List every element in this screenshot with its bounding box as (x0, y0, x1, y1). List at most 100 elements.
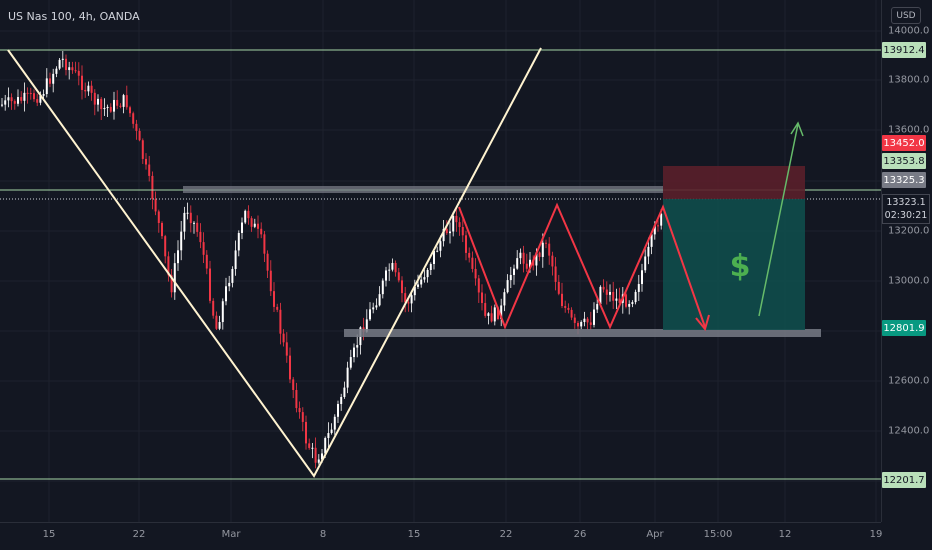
candle-body (157, 211, 160, 223)
candle-body (42, 94, 45, 96)
candle-body (151, 175, 154, 199)
bullish-arrow[interactable] (758, 123, 799, 317)
candle-body (100, 98, 103, 110)
candle-body (205, 254, 208, 269)
candle-body (173, 263, 176, 293)
candle-body (612, 291, 615, 301)
candle-body (141, 140, 144, 159)
price-scale[interactable] (881, 0, 932, 522)
zigzag-pattern-line[interactable] (458, 202, 706, 330)
candle-body (68, 67, 71, 71)
candle-body (52, 73, 55, 84)
candle-body (628, 304, 631, 307)
entry-price-label: 13353.8 (882, 153, 926, 169)
candle-body (356, 345, 359, 348)
candle-body (119, 105, 122, 107)
v-pattern-line[interactable] (7, 47, 542, 478)
support-zone[interactable] (344, 329, 821, 337)
stop-price-label: 13452.0 (882, 135, 926, 151)
candle-body (641, 270, 643, 285)
candle-body (84, 89, 87, 92)
price-tick: 13600.0 (888, 124, 930, 136)
candle-body (433, 250, 435, 264)
candle-body (276, 306, 279, 310)
candle-body (209, 268, 211, 301)
candle-body (225, 286, 227, 302)
last-price-label: 13323.1 02:30:21 (882, 194, 930, 224)
candle-body (292, 379, 295, 390)
candle-body (423, 277, 426, 280)
candle-body (634, 291, 637, 303)
candle-body (314, 447, 317, 463)
candle-body (439, 241, 442, 251)
symbol-title[interactable]: US Nas 100, 4h, OANDA (8, 10, 140, 23)
candle-body (445, 228, 448, 234)
candle-body (218, 322, 221, 329)
candle-body (525, 263, 528, 269)
candle-body (343, 387, 346, 397)
candle-body (77, 70, 80, 76)
candle-body (487, 313, 490, 316)
candle-body (497, 307, 499, 319)
upper-line-price-label: 13912.4 (882, 42, 926, 58)
candle-body (625, 294, 627, 307)
candle-body (212, 300, 215, 316)
candle-body (39, 95, 42, 103)
candle-body (145, 158, 147, 165)
candle-body (58, 59, 61, 69)
time-tick: 15 (42, 529, 56, 540)
bullish-arrowhead (790, 121, 804, 137)
candle-body (465, 235, 467, 253)
candle-body (516, 258, 519, 269)
candle-body (129, 107, 131, 114)
chart-area[interactable]: $ US Nas 100, 4h, OANDA (0, 0, 881, 522)
candle-body (49, 78, 51, 84)
candle-body (36, 99, 39, 103)
candle-body (106, 106, 109, 109)
candle-body (273, 291, 275, 307)
currency-button[interactable]: USD (891, 7, 921, 24)
candle-body (177, 250, 179, 264)
candle-body (586, 318, 589, 323)
chart-canvas[interactable]: $ (0, 0, 881, 522)
candle-body (321, 453, 323, 460)
loss-zone[interactable] (663, 166, 805, 199)
candle-body (573, 317, 576, 323)
candlesticks (1, 51, 663, 469)
candle-body (311, 447, 314, 449)
time-tick: Mar (221, 529, 241, 540)
candle-body (506, 280, 509, 293)
candle-body (593, 309, 595, 325)
candle-body (237, 232, 240, 251)
candle-body (529, 259, 531, 269)
candle-body (132, 113, 135, 124)
candle-body (519, 252, 522, 259)
candle-body (269, 270, 272, 292)
grid (0, 0, 881, 522)
candle-body (391, 262, 394, 270)
candle-body (618, 298, 621, 303)
candle-body (167, 256, 170, 276)
candle-body (26, 92, 29, 94)
candle-body (545, 242, 547, 244)
profit-zone[interactable] (663, 199, 805, 330)
candle-body (455, 215, 458, 223)
candle-body (602, 286, 605, 290)
candle-body (308, 443, 311, 448)
candle-body (189, 212, 192, 224)
candle-body (289, 355, 291, 380)
candle-body (241, 222, 243, 233)
position-marker: $ (730, 249, 751, 284)
candle-body (596, 304, 599, 310)
candle-body (7, 97, 10, 101)
candle-body (647, 246, 650, 257)
candle-body (509, 274, 512, 281)
time-scale[interactable] (0, 522, 881, 550)
resistance-zone[interactable] (183, 186, 663, 193)
candle-body (449, 231, 451, 234)
candle-body (417, 284, 419, 287)
candle-body (202, 242, 205, 255)
candle-body (295, 389, 298, 409)
candle-body (375, 305, 378, 308)
candle-body (394, 262, 397, 273)
